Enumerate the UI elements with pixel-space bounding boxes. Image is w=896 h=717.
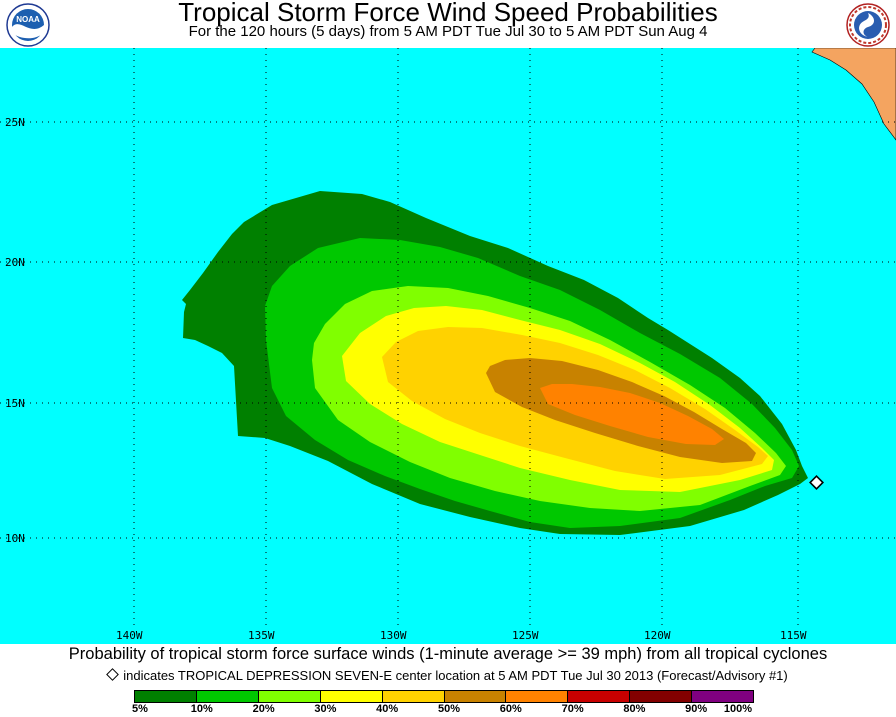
legend-swatch (506, 691, 569, 702)
header: NOAA Tropical Storm Force Wind Speed Pro… (0, 0, 896, 48)
longitude-label: 120W (644, 629, 671, 642)
page-subtitle: For the 120 hours (5 days) from 5 AM PDT… (188, 23, 708, 40)
legend-label: 90% (685, 703, 708, 715)
legend-swatch (196, 691, 259, 702)
probability-legend-labels: 5% 10% 20% 30% 40% 50% 60% 70% 80% 90% 100% (0, 703, 896, 717)
latitude-label: 15N (5, 397, 25, 410)
longitude-label: 140W (116, 629, 143, 642)
latitude-label: 10N (5, 532, 25, 545)
legend-label: 5% (132, 703, 148, 715)
latitude-labels: 25N 20N 15N 10N (5, 116, 25, 545)
legend-swatch (135, 691, 197, 702)
legend-label: 30% (314, 703, 337, 715)
legend-swatch (630, 691, 693, 702)
legend-swatch (320, 691, 383, 702)
legend-label: 10% (190, 703, 213, 715)
legend-swatch (692, 691, 754, 702)
latitude-label: 20N (5, 256, 25, 269)
noaa-logo-text: NOAA (16, 15, 40, 24)
longitude-label: 135W (248, 629, 275, 642)
longitude-label: 115W (780, 629, 807, 642)
grid-lines (0, 48, 896, 626)
longitude-labels: 140W 135W 130W 125W 120W 115W (116, 629, 807, 642)
baja-california-land (811, 48, 896, 141)
probability-legend-bar (134, 690, 754, 703)
footer: Probability of tropical storm force surf… (0, 644, 896, 716)
diamond-icon (809, 475, 824, 490)
noaa-logo-icon: NOAA (6, 3, 50, 47)
legend-label: 70% (561, 703, 584, 715)
legend-label: 80% (623, 703, 646, 715)
legend-swatch (444, 691, 507, 702)
storm-center-marker (809, 475, 824, 490)
legend-label: 50% (437, 703, 461, 715)
page-title: Tropical Storm Force Wind Speed Probabil… (178, 0, 718, 27)
nws-logo-icon (846, 3, 890, 47)
legend-label: 40% (376, 703, 399, 715)
legend-swatch (258, 691, 321, 702)
legend-swatch (382, 691, 445, 702)
map-caption: Probability of tropical storm force surf… (68, 645, 828, 663)
storm-note: indicates TROPICAL DEPRESSION SEVEN-E ce… (0, 668, 896, 684)
legend-label: 20% (252, 703, 275, 715)
longitude-label: 125W (512, 629, 539, 642)
probability-map: 25N 20N 15N 10N 140W 135W 130W 125W 120W 115W (0, 48, 896, 644)
legend-label: 100% (723, 703, 753, 715)
storm-note-text: indicates TROPICAL DEPRESSION SEVEN-E ce… (123, 668, 788, 683)
diamond-icon (106, 668, 120, 681)
longitude-label: 130W (380, 629, 407, 642)
legend-swatch (568, 691, 631, 702)
latitude-label: 25N (5, 116, 25, 129)
contour-70pct (540, 384, 724, 445)
legend-label: 60% (499, 703, 522, 715)
